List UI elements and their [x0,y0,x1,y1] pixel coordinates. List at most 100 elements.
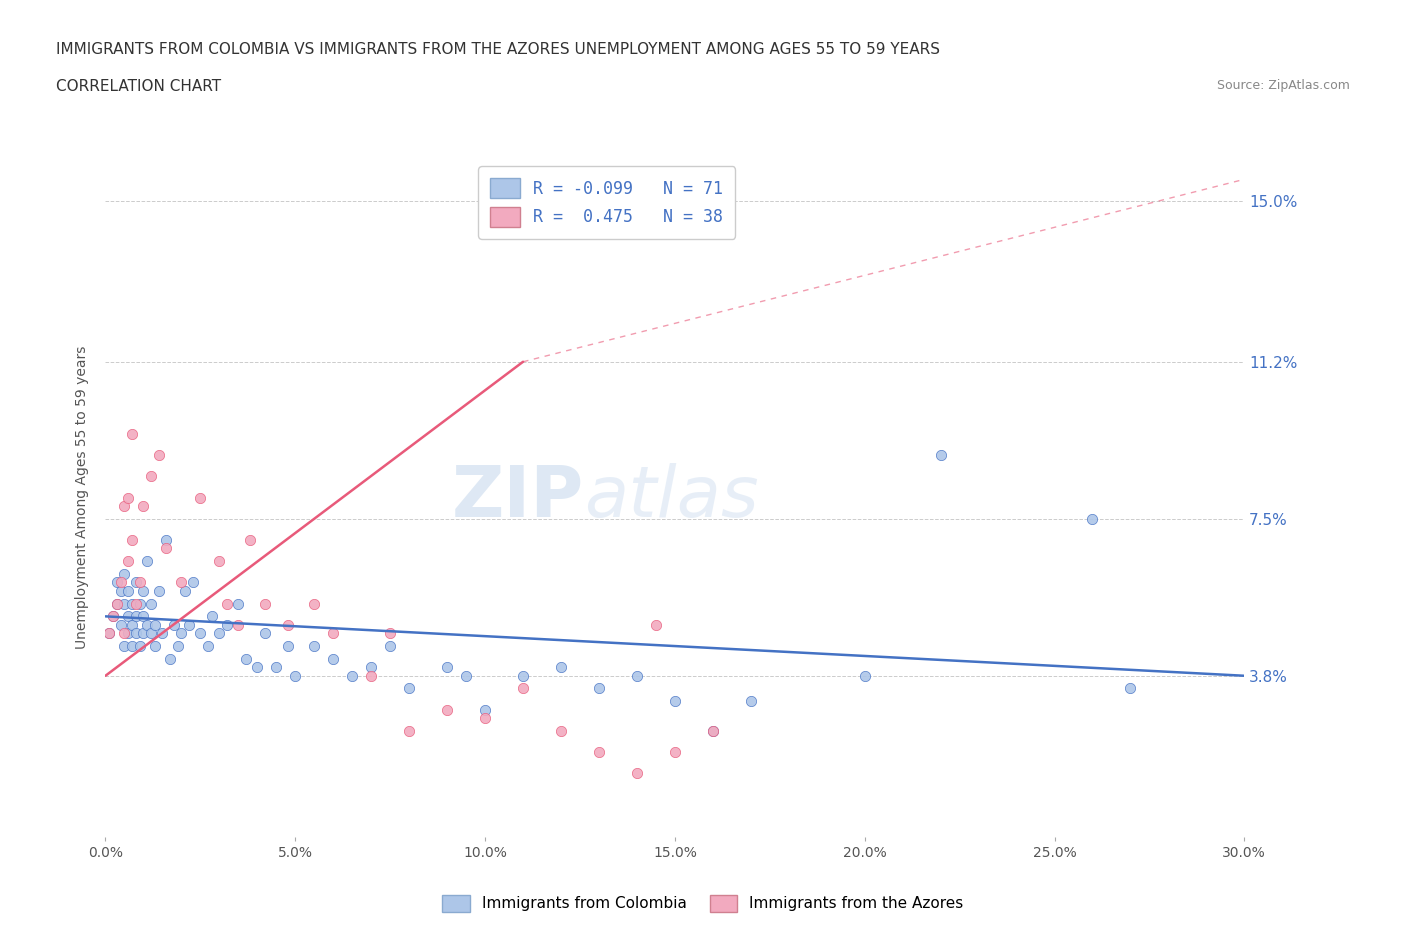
Point [239,533,262,548]
Point [121,596,143,611]
Point [121,639,143,654]
Point [132,498,155,513]
Point [378,626,402,641]
Point [474,702,496,717]
Point [98,626,121,641]
Point [188,490,212,505]
Text: CORRELATION CHART: CORRELATION CHART [56,79,221,94]
Point [114,566,135,581]
Point [398,681,420,696]
Point [139,469,162,484]
Point [117,490,139,505]
Point [148,447,170,462]
Point [228,618,250,632]
Point [132,626,155,641]
Point [117,583,139,598]
Point [170,575,193,590]
Point [136,553,159,568]
Point [929,447,952,462]
Point [143,618,166,632]
Point [105,575,128,590]
Point [550,724,572,738]
Point [155,533,177,548]
Point [340,669,363,684]
Point [125,609,148,624]
Point [474,711,496,725]
Point [174,583,197,598]
Point [512,669,534,684]
Point [128,596,150,611]
Point [284,669,307,684]
Point [117,609,139,624]
Point [105,596,128,611]
Point [114,626,135,641]
Point [125,596,148,611]
Point [398,724,420,738]
Point [188,626,212,641]
Point [277,618,299,632]
Point [304,596,326,611]
Point [664,745,686,760]
Point [644,618,668,632]
Point [125,575,148,590]
Point [702,724,724,738]
Point [181,575,204,590]
Point [512,681,534,696]
Point [128,575,150,590]
Point [1081,512,1104,526]
Point [322,626,344,641]
Legend: R = -0.099   N = 71, R =  0.475   N = 38: R = -0.099 N = 71, R = 0.475 N = 38 [478,166,735,239]
Text: ZIP: ZIP [451,463,583,532]
Point [277,639,299,654]
Point [166,639,188,654]
Point [101,609,124,624]
Point [121,427,143,442]
Point [215,596,238,611]
Point [228,596,250,611]
Point [155,541,177,556]
Point [152,626,174,641]
Point [148,583,170,598]
Point [215,618,238,632]
Point [117,553,139,568]
Point [163,618,186,632]
Text: Source: ZipAtlas.com: Source: ZipAtlas.com [1216,79,1350,92]
Point [436,660,458,675]
Point [360,660,382,675]
Point [588,681,610,696]
Point [208,626,231,641]
Point [740,694,762,709]
Point [253,626,276,641]
Point [197,639,219,654]
Point [121,533,143,548]
Point [98,626,121,641]
Point [360,669,382,684]
Text: atlas: atlas [583,463,758,532]
Point [456,669,478,684]
Point [1119,681,1142,696]
Point [110,583,132,598]
Point [136,618,159,632]
Point [177,618,200,632]
Point [139,596,162,611]
Point [626,766,648,781]
Text: IMMIGRANTS FROM COLOMBIA VS IMMIGRANTS FROM THE AZORES UNEMPLOYMENT AMONG AGES 5: IMMIGRANTS FROM COLOMBIA VS IMMIGRANTS F… [56,42,941,57]
Point [588,745,610,760]
Point [853,669,876,684]
Point [143,639,166,654]
Point [170,626,193,641]
Point [253,596,276,611]
Point [246,660,269,675]
Point [322,651,344,666]
Point [550,660,572,675]
Point [110,618,132,632]
Point [110,575,132,590]
Point [125,626,148,641]
Point [117,626,139,641]
Point [132,583,155,598]
Point [159,651,181,666]
Point [235,651,257,666]
Point [114,596,135,611]
Point [664,694,686,709]
Point [139,626,162,641]
